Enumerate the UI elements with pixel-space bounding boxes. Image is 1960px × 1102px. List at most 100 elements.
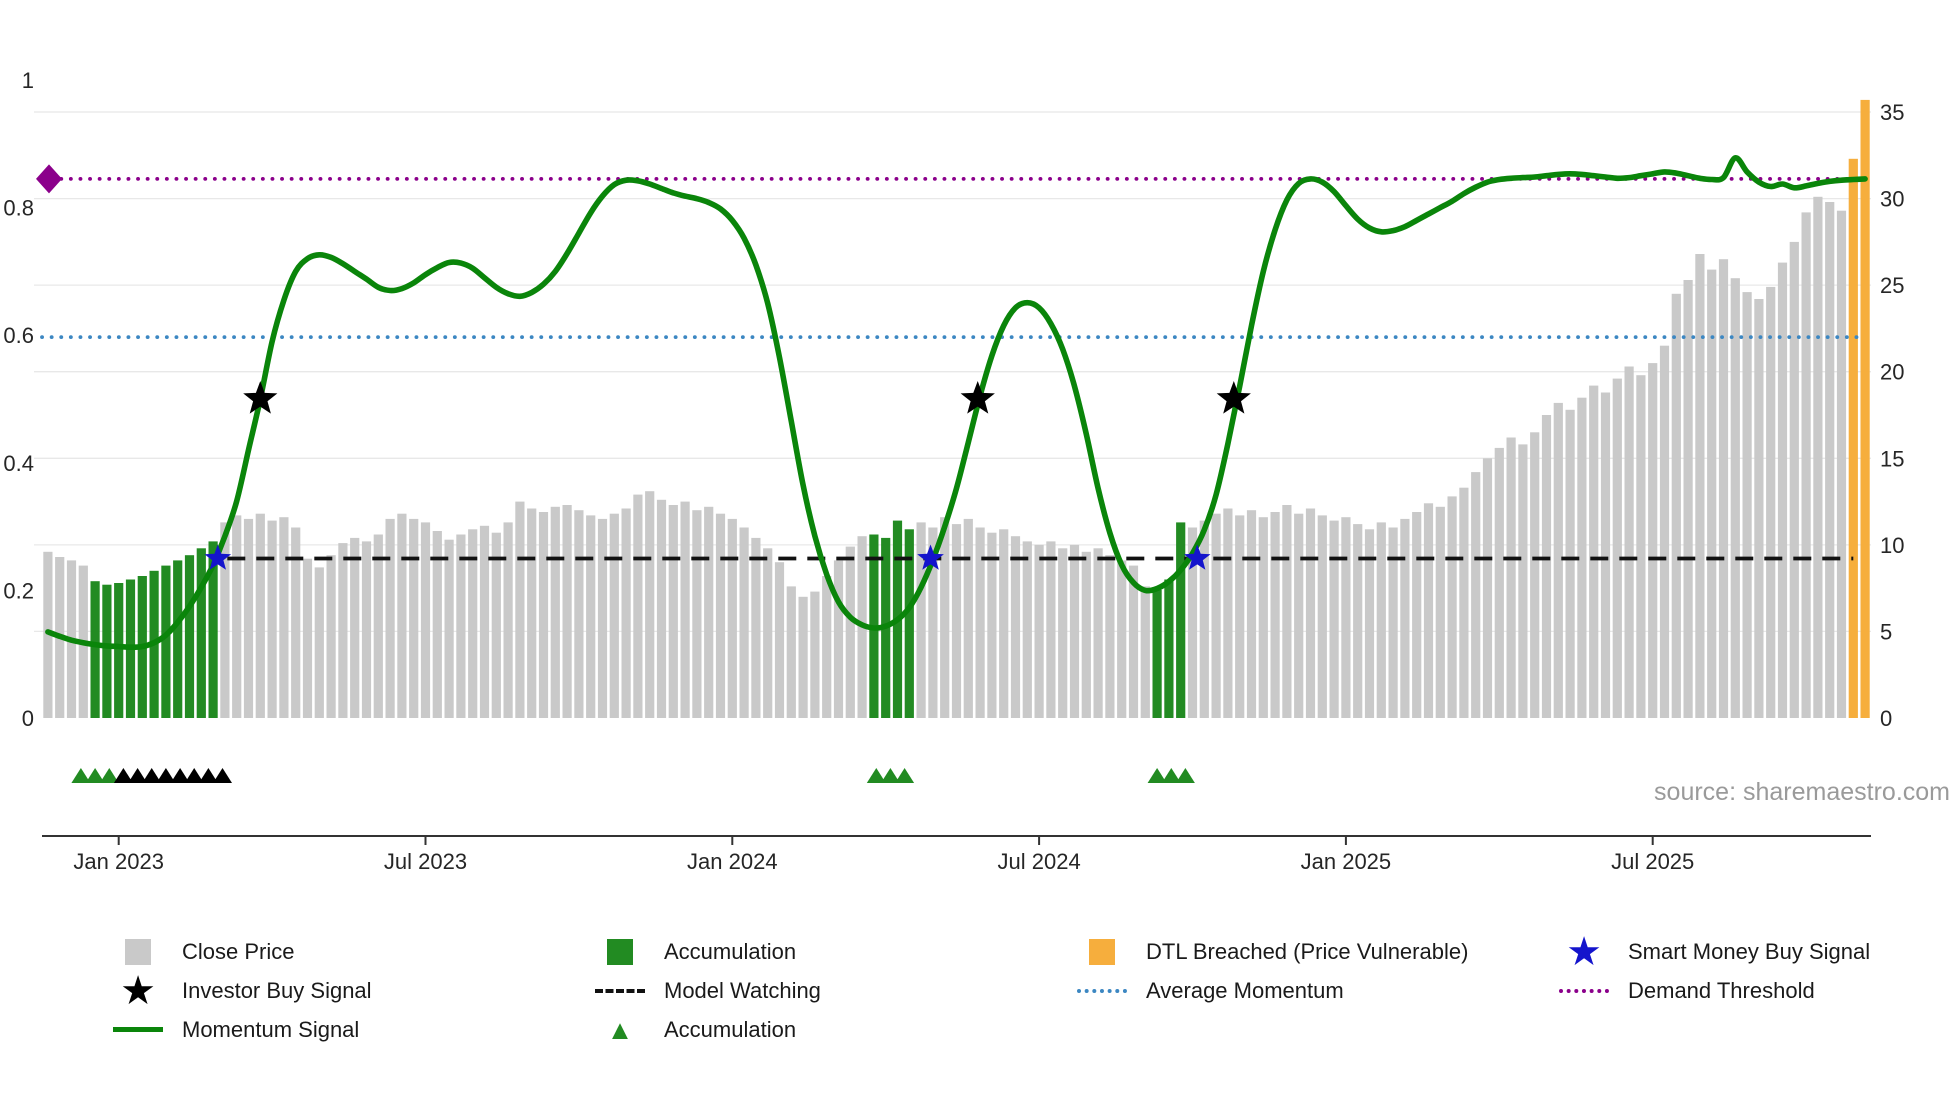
investor-buy-signal-star <box>243 381 278 414</box>
bar-close <box>668 505 678 718</box>
bar-close <box>232 515 242 718</box>
bar-close <box>350 537 360 718</box>
x-tick-label: Jan 2025 <box>1301 849 1392 874</box>
bar-close <box>1600 392 1611 718</box>
bar-close <box>1423 503 1434 718</box>
left-tick-label: 0.4 <box>3 451 34 476</box>
bar-close <box>267 520 277 718</box>
bar-close <box>1412 512 1422 718</box>
left-tick-label: 0 <box>22 706 34 731</box>
legend-label: Smart Money Buy Signal <box>1628 938 1871 964</box>
bar-close <box>822 576 832 718</box>
legend-label: Accumulation <box>664 938 797 964</box>
legend-item-dtl-breached-price-vulnerable: DTL Breached (Price Vulnerable) <box>1076 938 1558 965</box>
bar-close <box>314 567 324 718</box>
bar-close <box>1022 541 1032 718</box>
right-tick-label: 25 <box>1880 273 1904 298</box>
demand-threshold-marker <box>36 164 62 194</box>
bar-close <box>1140 586 1150 718</box>
bar-accum <box>1176 522 1186 718</box>
bar-close <box>951 524 962 718</box>
bar-accum <box>90 581 100 718</box>
bar-close <box>420 522 431 718</box>
bar-close <box>1329 520 1339 718</box>
right-tick-label: 35 <box>1880 100 1904 125</box>
bar-accum <box>173 560 183 718</box>
legend-line-swatch <box>112 1027 164 1032</box>
bar-close <box>1010 536 1021 718</box>
bar-close <box>739 527 749 718</box>
bar-accum <box>196 548 206 718</box>
right-axis-labels: 0 5 10 15 20 25 30 35 <box>1880 100 1904 731</box>
bar-close <box>704 506 714 718</box>
bar-close <box>1128 565 1139 718</box>
bar-close <box>1553 402 1563 718</box>
bar-close <box>774 562 785 718</box>
bar-close <box>1683 280 1693 718</box>
bar-close <box>1766 286 1776 718</box>
bar-close <box>338 543 348 718</box>
legend-label: Momentum Signal <box>182 1016 360 1042</box>
right-tick-label: 30 <box>1880 187 1904 212</box>
bar-close <box>468 529 478 718</box>
legend-label: Accumulation <box>664 1016 797 1042</box>
bar-close <box>1034 544 1044 718</box>
bar-close <box>656 499 667 718</box>
bar-close <box>444 539 454 718</box>
legend-triangle-icon: ▲ <box>606 1014 634 1045</box>
right-tick-label: 5 <box>1880 619 1892 644</box>
right-tick-label: 10 <box>1880 533 1904 558</box>
price-momentum-chart: Jan 2023 Jul 2023 Jan 2024 Jul 2024 Jan 2025… <box>3 68 1950 874</box>
bar-close <box>798 596 808 718</box>
investor-buy-signal-star <box>1216 381 1251 414</box>
accumulation-triangle-icon <box>1147 768 1167 783</box>
accumulation-markers-green <box>866 768 915 783</box>
bar-close <box>586 515 596 718</box>
bar-close <box>1258 517 1268 718</box>
legend-dotted-line-swatch <box>1558 988 1610 993</box>
legend-item-close-price: Close Price <box>112 938 594 965</box>
bar-close <box>1235 515 1245 718</box>
x-tick-label: Jul 2024 <box>998 849 1081 874</box>
bar-close <box>1742 292 1752 718</box>
x-tick-label: Jan 2024 <box>687 849 778 874</box>
legend-item-investor-buy-signal: ★ Investor Buy Signal <box>112 971 594 1011</box>
bar-close <box>1400 518 1410 718</box>
bar-close <box>326 555 336 718</box>
bar-close <box>1836 210 1847 718</box>
bar-close <box>1447 496 1457 718</box>
bar-close <box>1317 515 1327 718</box>
bar-close <box>1435 506 1445 718</box>
bar-close <box>1565 409 1575 718</box>
bar-close <box>1671 293 1681 718</box>
bar-accum <box>1164 579 1174 718</box>
right-tick-label: 0 <box>1880 706 1892 731</box>
bar-close <box>621 508 631 718</box>
bar-close <box>1223 508 1233 718</box>
legend-label: Investor Buy Signal <box>182 977 372 1003</box>
bar-close <box>479 525 490 718</box>
legend-item-accumulation: Accumulation <box>594 938 1076 965</box>
left-tick-label: 0.8 <box>3 196 34 221</box>
accumulation-triangle-icon <box>128 768 148 783</box>
accumulation-triangle-icon <box>156 768 176 783</box>
source-credit: source: sharemaestro.com <box>1654 778 1950 806</box>
bar-close <box>291 527 301 718</box>
bar-close <box>1211 513 1221 718</box>
accumulation-triangle-icon <box>1161 768 1181 783</box>
bar-accum <box>208 541 218 718</box>
bar-close <box>1659 345 1670 718</box>
close-price-bars <box>43 99 1870 719</box>
x-axis-labels: Jan 2023 Jul 2023 Jan 2024 Jul 2024 Jan 2025… <box>73 836 1694 874</box>
bar-close <box>692 510 702 718</box>
bar-close <box>1718 259 1729 718</box>
legend-square-swatch <box>594 938 646 965</box>
bar-close <box>243 518 254 718</box>
bar-close <box>562 505 572 718</box>
smart-money-buy-signal-star <box>204 544 232 570</box>
bar-close <box>515 501 525 718</box>
left-tick-label: 0.6 <box>3 323 34 348</box>
bar-close <box>1730 278 1740 718</box>
bar-close <box>397 513 407 718</box>
